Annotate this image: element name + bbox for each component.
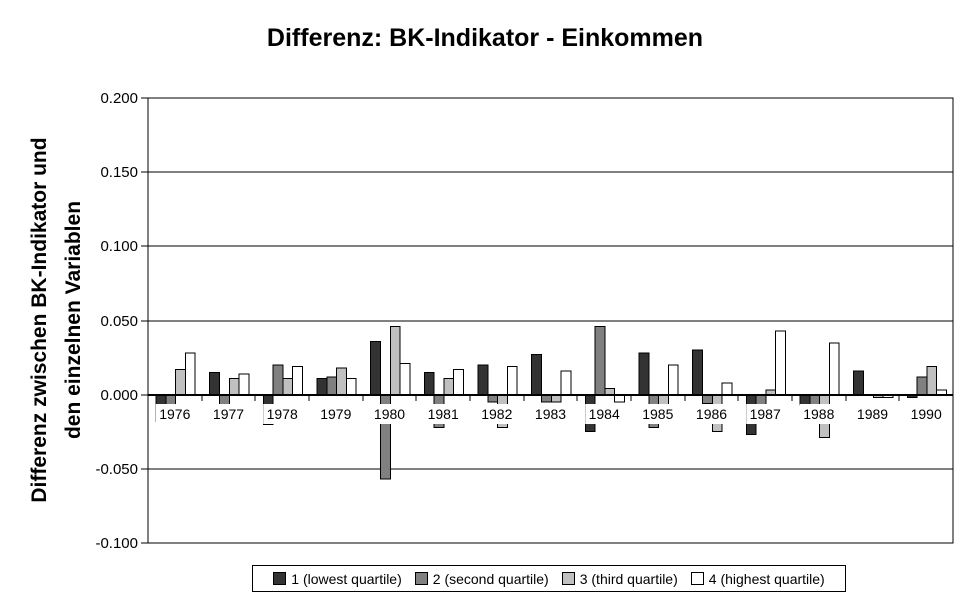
bar-s3-1983: [550, 394, 562, 403]
legend-item-2: 2 (second quartile): [414, 570, 549, 587]
bar-s4-1986: [721, 382, 733, 396]
year-label-bg: [209, 404, 248, 424]
year-label: 1977: [213, 406, 244, 422]
bar-s4-1980: [399, 363, 411, 396]
y-tick-label: 0.200: [100, 90, 138, 107]
y-tick-label: -0.050: [95, 461, 138, 478]
year-label: 1986: [696, 406, 727, 422]
year-label: 1983: [535, 406, 566, 422]
year-label-bg: [692, 404, 731, 424]
year-label-bg: [155, 404, 194, 424]
year-label: 1980: [374, 406, 405, 422]
bar-s4-1988: [828, 342, 840, 396]
legend-item-1: 1 (lowest quartile): [273, 571, 402, 587]
bar-s4-1981: [453, 368, 465, 396]
bar-s1-1981: [423, 371, 435, 396]
legend-item-4: 4 (highest quartile): [690, 570, 825, 587]
bar-s1-1988: [799, 394, 811, 406]
year-label-bg: [477, 404, 516, 424]
year-label: 1984: [589, 406, 620, 422]
bar-s2-1983: [541, 394, 552, 403]
bar-s1-1977: [209, 371, 220, 396]
bar-s3-1980: [389, 325, 401, 396]
legend: 1 (lowest quartile) 2 (second quartile) 3 …: [252, 565, 846, 592]
legend-swatch-4: [690, 572, 704, 585]
bar-s1-1979: [316, 377, 328, 396]
y-tick-label: 0.000: [100, 387, 138, 404]
year-label-bg: [370, 404, 409, 424]
year-label: 1979: [320, 406, 351, 422]
bar-s4-1983: [560, 370, 572, 396]
bar-s4-1982: [506, 366, 518, 396]
legend-item-label: 1 (lowest quartile): [291, 570, 402, 587]
bar-s1-1986: [692, 349, 704, 396]
year-label-bg: [853, 404, 892, 424]
bar-s1-1982: [477, 364, 489, 396]
year-label-bg: [799, 404, 838, 424]
year-label: 1988: [803, 406, 834, 422]
legend-item-label: 3 (third quartile): [579, 570, 678, 587]
bar-s3-1979: [336, 367, 347, 396]
legend-swatch-2: [414, 572, 428, 585]
bar-s3-1976: [175, 368, 186, 396]
bar-s3-1977: [228, 377, 240, 396]
bar-s3-1985: [658, 394, 669, 406]
bar-s2-1990: [916, 376, 928, 396]
year-label-bg: [907, 404, 946, 424]
bar-s3-1990: [926, 366, 938, 396]
bar-s2-1978: [272, 364, 284, 396]
legend-item-3: 3 (third quartile): [561, 570, 678, 587]
bar-s4-1976: [184, 352, 196, 396]
year-label: 1989: [857, 406, 888, 422]
bar-s4-1978: [292, 366, 304, 396]
year-label-bg: [263, 404, 302, 424]
year-label: 1978: [267, 406, 298, 422]
bar-s3-1978: [282, 377, 294, 396]
year-label-bg: [746, 404, 785, 424]
year-label-bg: [585, 404, 624, 424]
year-label-bg: [531, 404, 570, 424]
year-label: 1990: [911, 406, 942, 422]
year-label: 1987: [750, 406, 781, 422]
bar-s4-1987: [775, 330, 787, 396]
y-tick-label: 0.050: [100, 313, 138, 330]
legend-item-label: 2 (second quartile): [432, 570, 549, 587]
bar-s2-1987: [755, 394, 767, 406]
bar-s1-1983: [531, 354, 543, 396]
y-tick-label: -0.100: [95, 535, 138, 552]
year-label-bg: [316, 404, 355, 424]
legend-swatch-3: [561, 572, 575, 585]
year-label: 1982: [481, 406, 512, 422]
y-tick-label: 0.150: [100, 164, 138, 181]
bar-s2-1979: [326, 376, 338, 396]
year-label: 1981: [428, 406, 459, 422]
chart-title: Differenz: BK-Indikator - Einkommen: [266, 24, 704, 52]
y-axis-title-line1: Differenz zwischen BK-Indikator und: [28, 137, 51, 503]
y-axis-title: Differenz zwischen BK-Indikator und den …: [23, 85, 91, 555]
bar-s2-1988: [809, 394, 821, 406]
bar-s4-1984: [614, 394, 626, 403]
y-tick-label: 0.100: [100, 238, 138, 255]
bar-s4-1985: [667, 364, 679, 396]
bar-s2-1986: [702, 394, 713, 405]
year-label-bg: [638, 404, 677, 424]
bar-s2-1982: [487, 394, 499, 403]
bar-s1-1985: [638, 352, 650, 396]
year-label: 1985: [642, 406, 673, 422]
bar-s1-1989: [853, 370, 865, 396]
bar-s2-1984: [594, 325, 606, 396]
year-label: 1976: [159, 406, 190, 422]
bar-s1-1980: [370, 340, 382, 396]
legend-item-label: 4 (highest quartile): [708, 570, 825, 587]
bar-s4-1979: [345, 377, 357, 396]
legend-swatch-1: [273, 572, 287, 585]
bar-s3-1981: [443, 377, 455, 396]
y-axis-title-line2: den einzelnen Variablen: [62, 200, 85, 440]
year-label-bg: [424, 404, 463, 424]
bar-s4-1977: [238, 373, 250, 396]
